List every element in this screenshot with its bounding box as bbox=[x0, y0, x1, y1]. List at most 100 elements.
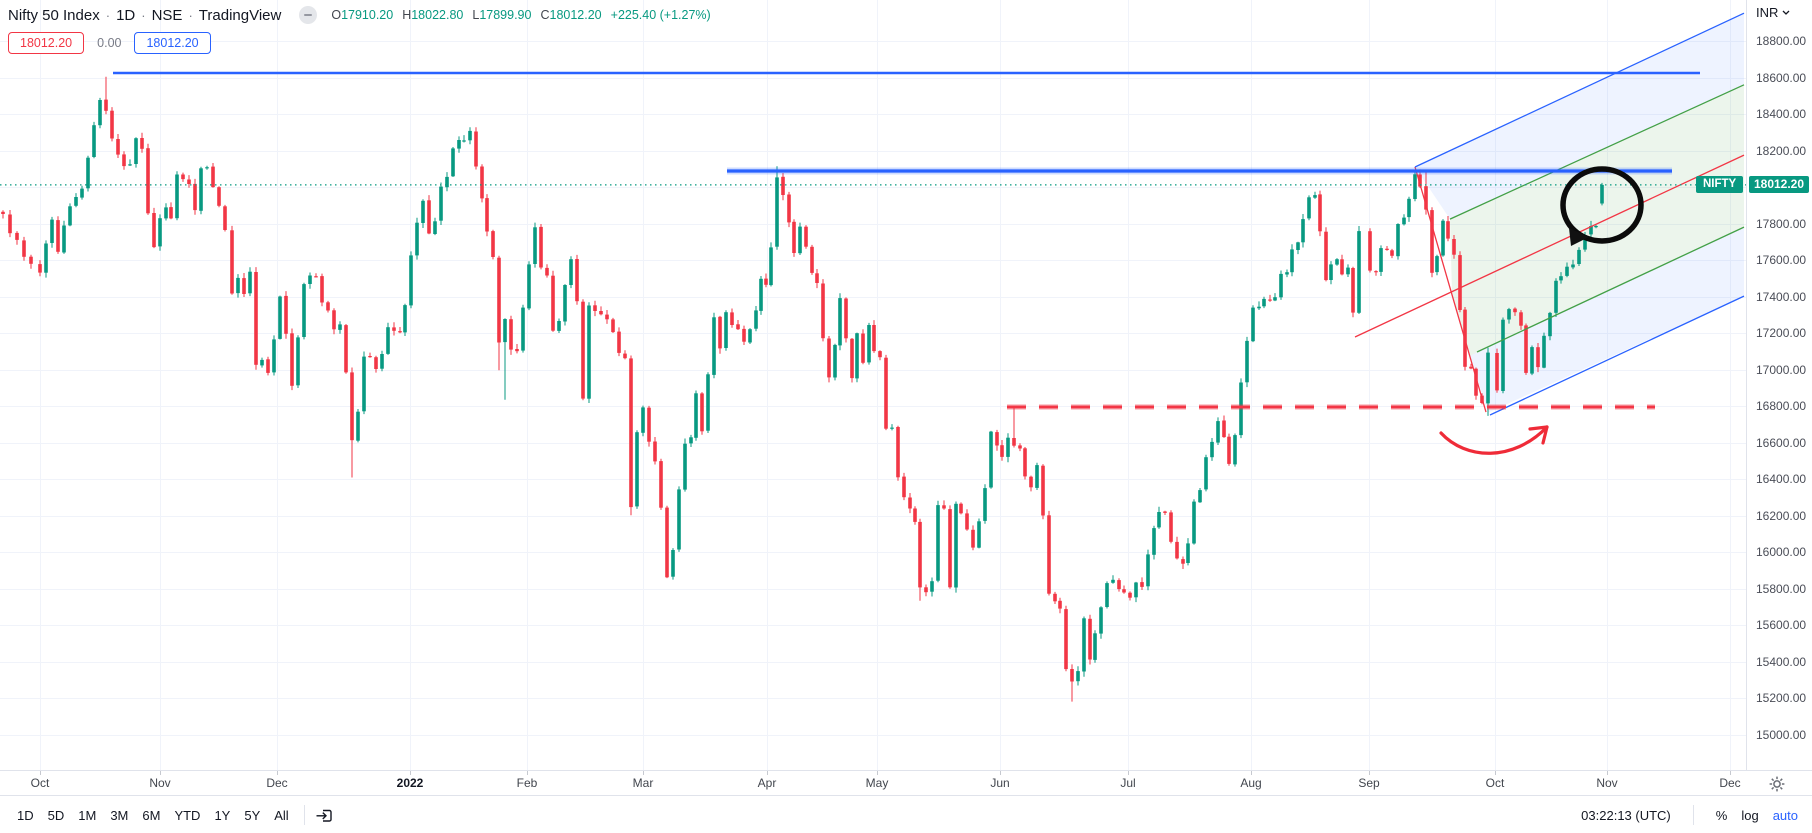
channel-line-median-red bbox=[1354, 154, 1745, 338]
price-axis[interactable]: INR 18800.00 18600.00 18400.00 18200.00 1780… bbox=[1746, 0, 1812, 770]
range-button-5D[interactable]: 5D bbox=[47, 807, 65, 823]
alert-price-tag-red[interactable]: 18012.20 bbox=[8, 32, 85, 54]
toolbar-divider bbox=[1692, 805, 1694, 825]
symbol-title[interactable]: Nifty 50 Index bbox=[8, 6, 100, 24]
time-tick-mark bbox=[643, 771, 644, 775]
pl-zero-value: 0.00 bbox=[97, 36, 122, 50]
provider-label: TradingView bbox=[198, 6, 282, 24]
time-tick-Feb: Feb bbox=[516, 776, 538, 790]
change-value: +225.40 (+1.27%) bbox=[610, 8, 711, 22]
title-separator: · bbox=[141, 7, 146, 23]
chevron-down-icon bbox=[1782, 10, 1790, 15]
percent-scale-button[interactable]: % bbox=[1715, 807, 1728, 823]
time-tick-mark bbox=[277, 771, 278, 775]
time-tick-mark bbox=[877, 771, 878, 775]
candlestick-series bbox=[1, 76, 1604, 702]
range-button-All[interactable]: All bbox=[274, 807, 289, 823]
interval-label[interactable]: 1D bbox=[116, 6, 136, 24]
time-tick-Oct: Oct bbox=[1485, 776, 1505, 790]
time-tick-mark bbox=[160, 771, 161, 775]
channel-line-upper-green bbox=[1449, 84, 1745, 220]
symbol-header: Nifty 50 Index · 1D · NSE · TradingView … bbox=[8, 4, 711, 54]
time-tick-mark bbox=[40, 771, 41, 775]
price-tick-18200.00: 18200.00 bbox=[1756, 143, 1807, 158]
ohlc-h: H18022.80 bbox=[402, 8, 464, 22]
time-tick-Oct: Oct bbox=[30, 776, 50, 790]
time-tick-mark bbox=[767, 771, 768, 775]
price-tick-16000.00: 16000.00 bbox=[1756, 545, 1807, 560]
time-tick-mark bbox=[527, 771, 528, 775]
time-tick-Dec: Dec bbox=[266, 776, 288, 790]
channel-line-lower-blue bbox=[1489, 295, 1745, 416]
price-tick-18600.00: 18600.00 bbox=[1756, 70, 1807, 85]
price-tick-16600.00: 16600.00 bbox=[1756, 435, 1807, 450]
exchange-label: NSE bbox=[151, 6, 183, 24]
time-tick-mark bbox=[1730, 771, 1731, 775]
channel-line-upper-blue bbox=[1414, 12, 1745, 168]
pitchfork-channel[interactable] bbox=[1354, 12, 1745, 416]
price-tick-18800.00: 18800.00 bbox=[1756, 34, 1807, 48]
price-tick-17800.00: 17800.00 bbox=[1756, 216, 1807, 231]
title-separator: · bbox=[188, 7, 193, 23]
curved-arrow-drawing[interactable] bbox=[1439, 425, 1549, 455]
range-button-1Y[interactable]: 1Y bbox=[214, 807, 231, 823]
clock[interactable]: 03:22:13 (UTC) bbox=[1581, 807, 1671, 823]
price-tick-15400.00: 15400.00 bbox=[1756, 654, 1807, 669]
ohlc-l: L17899.90 bbox=[472, 8, 532, 22]
ohlc-values: O17910.20 H18022.80 L17899.90 C18012.20 +225… bbox=[331, 8, 710, 22]
title-separator: · bbox=[105, 7, 111, 23]
ohlc-c: C18012.20 bbox=[540, 8, 602, 22]
minus-icon bbox=[304, 14, 313, 16]
horizontal-ray-drawings[interactable] bbox=[113, 71, 1700, 175]
last-price-label: 18012.20 bbox=[1749, 176, 1809, 194]
time-tick-mark bbox=[1369, 771, 1370, 775]
price-tick-16800.00: 16800.00 bbox=[1756, 399, 1807, 414]
time-tick-Sep: Sep bbox=[1358, 776, 1380, 790]
highlight-circle-drawing[interactable] bbox=[1560, 166, 1644, 244]
price-tick-15600.00: 15600.00 bbox=[1756, 618, 1807, 633]
currency-label: INR bbox=[1756, 5, 1779, 20]
bottom-toolbar: 1D 5D 1M 3M 6M YTD 1Y 5Y All 03:22:13 (UTC) % lo… bbox=[0, 795, 1812, 833]
channel-line-lower-green bbox=[1476, 226, 1745, 353]
price-tick-15000.00: 15000.00 bbox=[1756, 728, 1807, 742]
price-tick-15800.00: 15800.00 bbox=[1756, 581, 1807, 596]
price-tick-17400.00: 17400.00 bbox=[1756, 289, 1807, 304]
range-button-3M[interactable]: 3M bbox=[110, 807, 129, 823]
last-price-symbol-badge: NIFTY bbox=[1696, 176, 1744, 194]
currency-selector[interactable]: INR bbox=[1756, 5, 1790, 20]
range-button-1D[interactable]: 1D bbox=[17, 807, 34, 823]
time-tick-May: May bbox=[865, 776, 889, 790]
grid-lines bbox=[0, 0, 1746, 770]
time-tick-mark bbox=[1000, 771, 1001, 775]
time-axis[interactable]: Oct Nov Dec 2022 Feb Mar Apr May Jun Jul Aug Sep Oct… bbox=[0, 770, 1812, 796]
price-tick-15200.00: 15200.00 bbox=[1756, 691, 1807, 706]
price-tick-17200.00: 17200.00 bbox=[1756, 326, 1807, 341]
time-tick-Jul: Jul bbox=[1120, 776, 1136, 790]
price-tick-16200.00: 16200.00 bbox=[1756, 508, 1807, 523]
time-tick-Jun: Jun bbox=[990, 776, 1010, 790]
range-button-1M[interactable]: 1M bbox=[78, 807, 97, 823]
gear-icon[interactable] bbox=[1768, 775, 1786, 793]
chart-pane[interactable] bbox=[0, 0, 1746, 770]
go-to-date-button[interactable] bbox=[313, 803, 337, 827]
range-button-YTD[interactable]: YTD bbox=[174, 807, 201, 823]
time-tick-Apr: Apr bbox=[757, 776, 777, 790]
time-tick-Nov: Nov bbox=[149, 776, 171, 790]
price-tick-17600.00: 17600.00 bbox=[1756, 253, 1807, 268]
collapse-header-button[interactable] bbox=[299, 6, 318, 24]
toolbar-divider bbox=[303, 805, 305, 825]
log-scale-button[interactable]: log bbox=[1741, 807, 1759, 823]
time-tick-Mar: Mar bbox=[632, 776, 654, 790]
auto-scale-button[interactable]: auto bbox=[1772, 807, 1798, 823]
time-tick-Dec: Dec bbox=[1719, 776, 1741, 790]
small-arrow-marker[interactable] bbox=[1569, 228, 1589, 246]
time-tick-mark bbox=[1251, 771, 1252, 775]
time-tick-2022: 2022 bbox=[396, 776, 424, 790]
range-button-5Y[interactable]: 5Y bbox=[244, 807, 261, 823]
price-tick-18400.00: 18400.00 bbox=[1756, 107, 1807, 122]
price-tick-16400.00: 16400.00 bbox=[1756, 472, 1807, 487]
order-price-tag-blue[interactable]: 18012.20 bbox=[134, 32, 211, 54]
time-tick-mark bbox=[1607, 771, 1608, 775]
range-button-6M[interactable]: 6M bbox=[142, 807, 161, 823]
